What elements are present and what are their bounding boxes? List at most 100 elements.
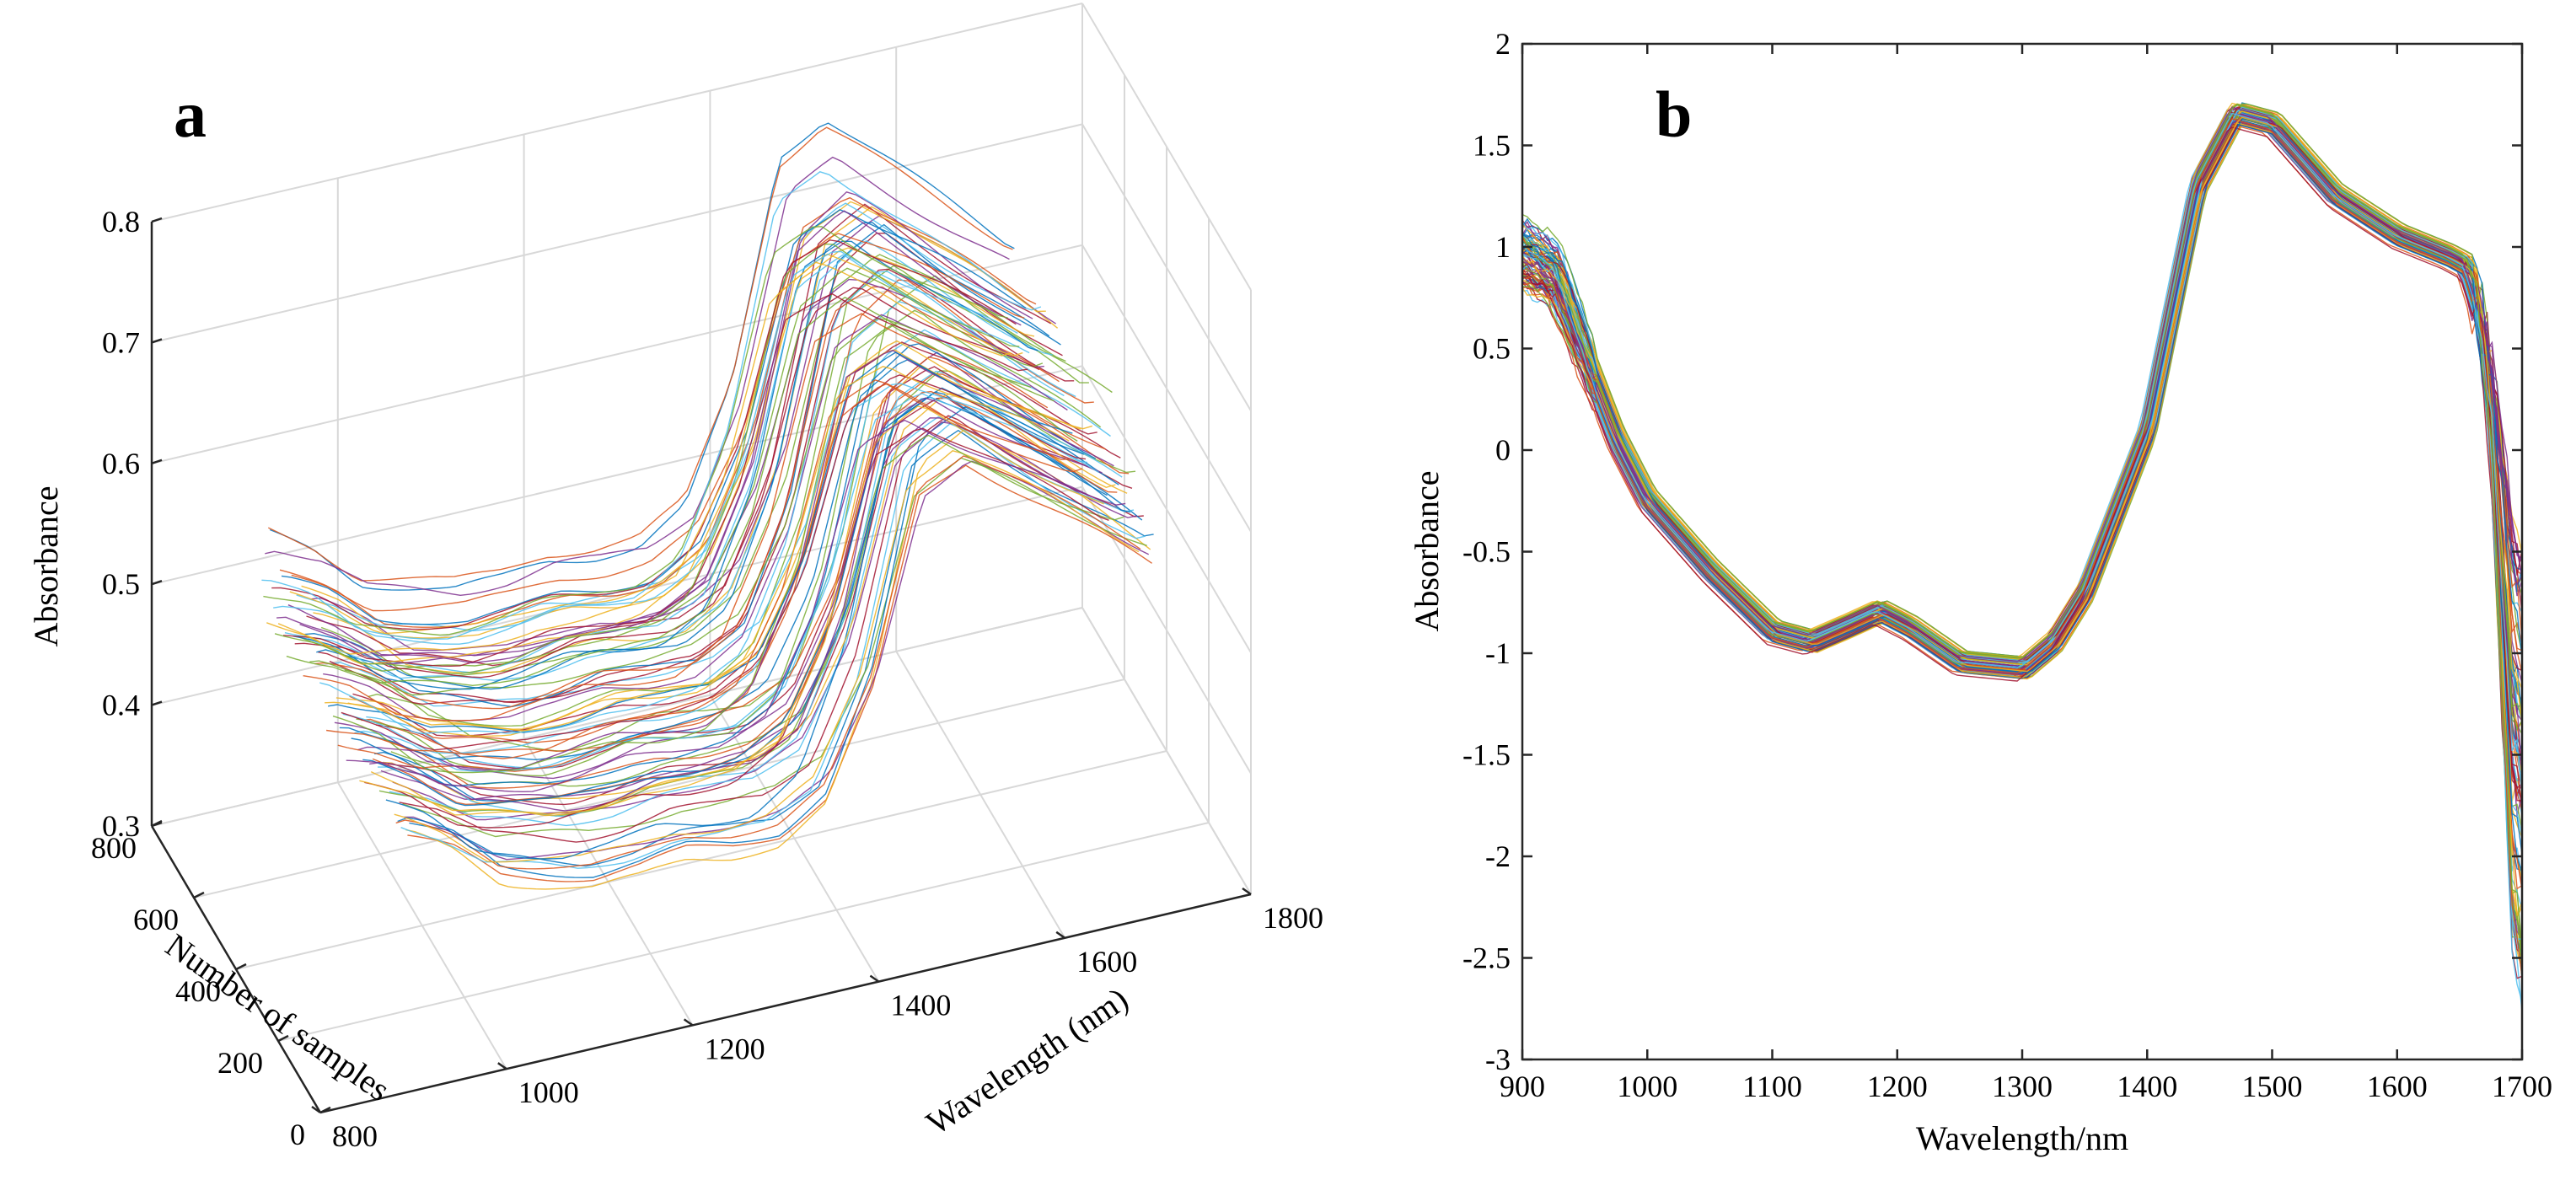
panel-a-z-tick-mark (151, 338, 163, 344)
panel-a-spectrum-line (351, 343, 1097, 787)
panel-a-z-tick-label: 0.6 (102, 447, 140, 480)
panel-b-y-tick-label: 2 (1495, 27, 1511, 61)
panel-b-spectrum-line (1521, 108, 2523, 663)
panel-a-z-tick-mark (151, 700, 163, 706)
panel-a-spectrum-line (267, 126, 1013, 582)
panel-a-spectrum-line (318, 232, 1063, 704)
panel-a-spectrum-line (390, 370, 1136, 787)
panel-a-spectrum-line (296, 202, 1042, 632)
panel-a-letter: a (174, 78, 207, 151)
panel-b-y-axis-label: Absorbance (1408, 470, 1446, 631)
panel-a-spectrum-line (397, 405, 1143, 878)
panel-a-spectrum-line (364, 427, 1109, 829)
panel-b-spectrum-line (1521, 114, 2523, 671)
panel-a-spectrum-line (354, 393, 1100, 773)
panel-b-y-tick-label: -1.5 (1462, 738, 1511, 772)
panel-a-sample-tick-label: 200 (217, 1046, 263, 1080)
panel-a-spectrum-line (291, 196, 1037, 628)
panel-a-spectrum-line (402, 457, 1147, 838)
panel-a-wavelength-axis-label: Wavelength (nm) (920, 979, 1135, 1142)
panel-a-floor-gridline (277, 822, 1210, 1042)
panel-a-spectrum-line (311, 215, 1056, 652)
panel-b-spectrum-line (1521, 116, 2523, 887)
panel-a-wavelength-tick-label: 1600 (1076, 945, 1137, 979)
panel-a-spectrum-line (325, 366, 1070, 738)
panel-a-spectrum-line (276, 210, 1022, 664)
panel-b-spectrum-line (1521, 118, 2523, 674)
panel-a-sample-axis-label: Number of samples (159, 926, 397, 1109)
panel-a-wavelength-axis-line (319, 893, 1252, 1114)
panel-b-x-tick-labels: 900 1000 1100 1200 1300 1400 1500 1600 1… (1500, 1070, 2552, 1103)
panel-a-sample-tick-mark (151, 819, 163, 828)
panel-b-spectrum-line (1521, 113, 2523, 668)
panel-a-spectrum-line (306, 203, 1052, 667)
panel-a-spectrum-line (380, 417, 1126, 800)
panel-a-spectrum-line (400, 422, 1146, 869)
panel-a-spectrum-line (277, 253, 1023, 665)
panel-b-x-tick-label: 900 (1500, 1070, 1545, 1103)
panel-a-backwall-gridline (151, 3, 1083, 223)
panel-a-wavelength-tick-mark (1242, 887, 1252, 896)
panel-a-sample-tick-mark (193, 891, 205, 899)
panel-a-spectrum-line (334, 349, 1080, 770)
panel-a-chart: a 0.3 0.4 0.5 0.6 0.7 0.8 0 200 400 600 … (27, 3, 1323, 1153)
panel-a-sample-tick-label: 0 (290, 1118, 305, 1151)
panel-b-letter: b (1656, 78, 1692, 151)
panel-a-spectrum-line (292, 240, 1038, 690)
panel-b-x-tick-label: 1600 (2367, 1070, 2428, 1103)
panel-a-wavelength-tick-label: 1200 (705, 1032, 765, 1065)
panel-a-spectrum-line (294, 287, 1040, 678)
panel-a-z-axis-label: Absorbance (27, 485, 65, 646)
panel-b-spectrum-line (1521, 118, 2523, 872)
panel-a-spectrum-line (326, 379, 1071, 759)
panel-a-sample-tick-mark (235, 963, 247, 971)
panel-a-spectrum-line (298, 267, 1044, 672)
panel-b-tick-marks (1521, 42, 2524, 1061)
panel-b-spectrum-line (1521, 113, 2523, 669)
panel-b-spectrum-line (1521, 126, 2523, 802)
panel-a-spectrum-line (274, 243, 1020, 675)
panel-a-wavelength-tick-label: 1800 (1263, 901, 1323, 935)
panel-a-z-tick-label: 0.8 (102, 205, 140, 239)
panel-a-sidewall-gridline (1081, 365, 1252, 653)
panel-b-spectrum-line (1521, 108, 2523, 664)
panel-a-wavelength-tick-mark (1055, 931, 1065, 939)
panel-b-y-tick-label: 1 (1495, 230, 1511, 264)
panel-b-spectrum-line (1521, 109, 2523, 718)
panel-a-spectrum-line (385, 391, 1131, 860)
panel-a-spectrum-line (359, 405, 1104, 817)
panel-a-z-tick-mark (151, 580, 163, 586)
panel-b-x-tick-label: 1500 (2242, 1070, 2303, 1103)
panel-a-spectrum-line (405, 428, 1151, 890)
panel-b-spectrum-line (1521, 115, 2523, 890)
panel-b-x-tick-label: 1100 (1742, 1070, 1802, 1103)
panel-b-spectrum-line (1521, 108, 2523, 732)
panel-a-backwall-gridline (151, 365, 1083, 586)
panel-b-spectrum-line (1521, 111, 2523, 713)
panel-a-spectrum-line (378, 370, 1123, 818)
panel-a-wavelength-tick-label: 800 (332, 1119, 378, 1153)
panel-b-spectrum-line (1521, 111, 2523, 667)
panel-a-sidewall-gridline (1081, 244, 1252, 533)
panel-b-spectrum-line (1521, 102, 2523, 718)
panel-a-sample-tick-label: 600 (133, 903, 179, 936)
panel-a-sample-tick-mark (319, 1106, 331, 1114)
panel-a-wavelength-tick-mark (311, 1105, 321, 1114)
panel-a-z-tick-mark (151, 217, 163, 223)
panel-a-spectrum-line (362, 396, 1108, 807)
panel-a-spectrum-line (316, 223, 1061, 708)
panel-b-y-tick-label: 0.5 (1473, 332, 1511, 366)
panel-a-spectrum-line (320, 254, 1066, 678)
panel-a-wavelength-tick-label: 1000 (518, 1075, 579, 1109)
panel-a-spectrum-line (404, 460, 1150, 861)
panel-a-spectrum-line (319, 271, 1065, 735)
panel-a-spectrum-line (313, 206, 1059, 674)
panel-b-spectrum-line (1521, 115, 2523, 1013)
panel-b-y-tick-label: 1.5 (1473, 129, 1511, 163)
panel-a-spectrum-line (286, 296, 1032, 687)
panel-a-wavelength-tick-labels: 800 1000 1200 1400 1600 1800 (332, 901, 1323, 1153)
panel-b-y-tick-label: 0 (1495, 433, 1511, 467)
panel-b-x-tick-label: 1000 (1617, 1070, 1677, 1103)
panel-a-spectrum-line (273, 250, 1018, 645)
panel-a-z-tick-mark (151, 459, 163, 464)
